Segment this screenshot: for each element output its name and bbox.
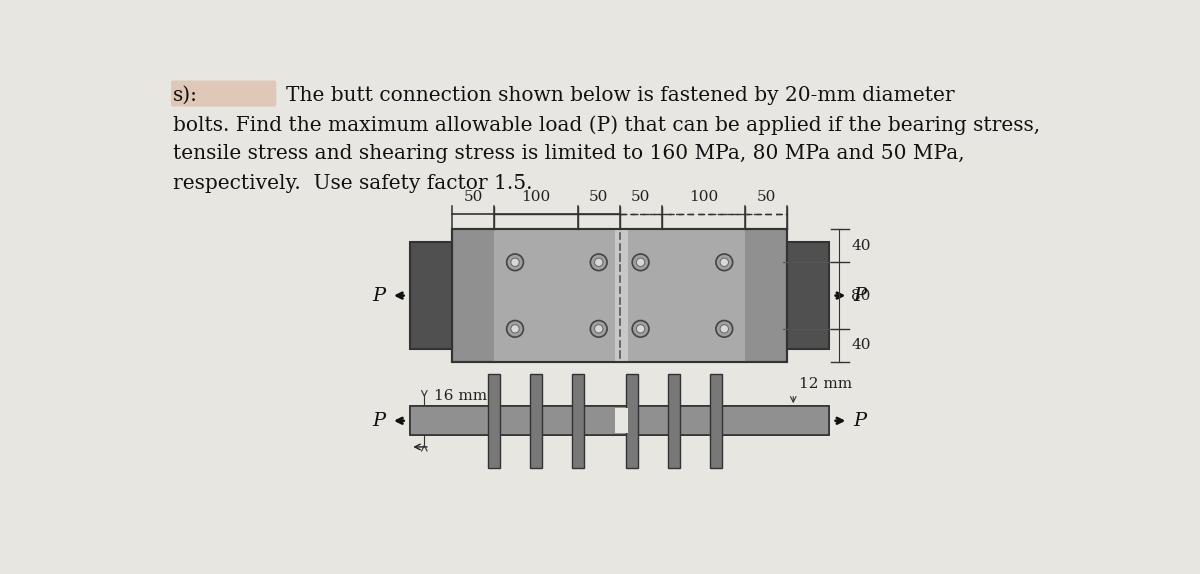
Circle shape — [636, 258, 644, 266]
Bar — [452, 229, 787, 362]
Circle shape — [590, 320, 607, 337]
Bar — [616, 229, 628, 362]
Bar — [410, 406, 829, 436]
Circle shape — [716, 254, 733, 270]
Circle shape — [590, 254, 607, 270]
Text: 16 mm: 16 mm — [433, 389, 487, 403]
Text: 40: 40 — [851, 339, 871, 352]
Text: P: P — [853, 286, 866, 305]
Circle shape — [636, 325, 644, 333]
Text: 100: 100 — [689, 189, 718, 204]
Text: 80: 80 — [851, 289, 871, 302]
Bar — [572, 374, 583, 468]
Text: 50: 50 — [756, 189, 776, 204]
Text: s):: s): — [173, 86, 198, 105]
Circle shape — [594, 258, 602, 266]
Text: 40: 40 — [851, 239, 871, 253]
Text: P: P — [372, 286, 385, 305]
Circle shape — [632, 320, 649, 337]
Text: 50: 50 — [589, 189, 608, 204]
Text: 50: 50 — [463, 189, 482, 204]
FancyBboxPatch shape — [172, 81, 276, 106]
Text: The butt connection shown below is fastened by 20-mm diameter: The butt connection shown below is faste… — [286, 86, 954, 105]
Bar — [410, 242, 452, 349]
Bar — [710, 374, 721, 468]
Text: respectively.  Use safety factor 1.5.: respectively. Use safety factor 1.5. — [173, 173, 533, 193]
Text: P: P — [372, 412, 385, 430]
Circle shape — [720, 258, 728, 266]
Text: bolts. Find the maximum allowable load (P) that can be applied if the bearing st: bolts. Find the maximum allowable load (… — [173, 115, 1040, 135]
Circle shape — [632, 254, 649, 270]
Bar — [787, 242, 829, 349]
Circle shape — [594, 325, 602, 333]
Circle shape — [511, 325, 520, 333]
Bar — [494, 229, 745, 362]
Circle shape — [511, 258, 520, 266]
Bar — [668, 374, 680, 468]
Bar — [410, 406, 829, 436]
Circle shape — [506, 254, 523, 270]
Bar — [616, 409, 628, 433]
Text: tensile stress and shearing stress is limited to 160 MPa, 80 MPa and 50 MPa,: tensile stress and shearing stress is li… — [173, 144, 965, 164]
Text: 12 mm: 12 mm — [799, 377, 852, 391]
Bar — [626, 374, 638, 468]
Text: 50: 50 — [631, 189, 650, 204]
Circle shape — [716, 320, 733, 337]
Circle shape — [506, 320, 523, 337]
Text: P: P — [853, 412, 866, 430]
Circle shape — [720, 325, 728, 333]
Bar — [488, 374, 500, 468]
Bar — [530, 374, 541, 468]
Bar — [452, 229, 787, 362]
Text: 100: 100 — [521, 189, 551, 204]
